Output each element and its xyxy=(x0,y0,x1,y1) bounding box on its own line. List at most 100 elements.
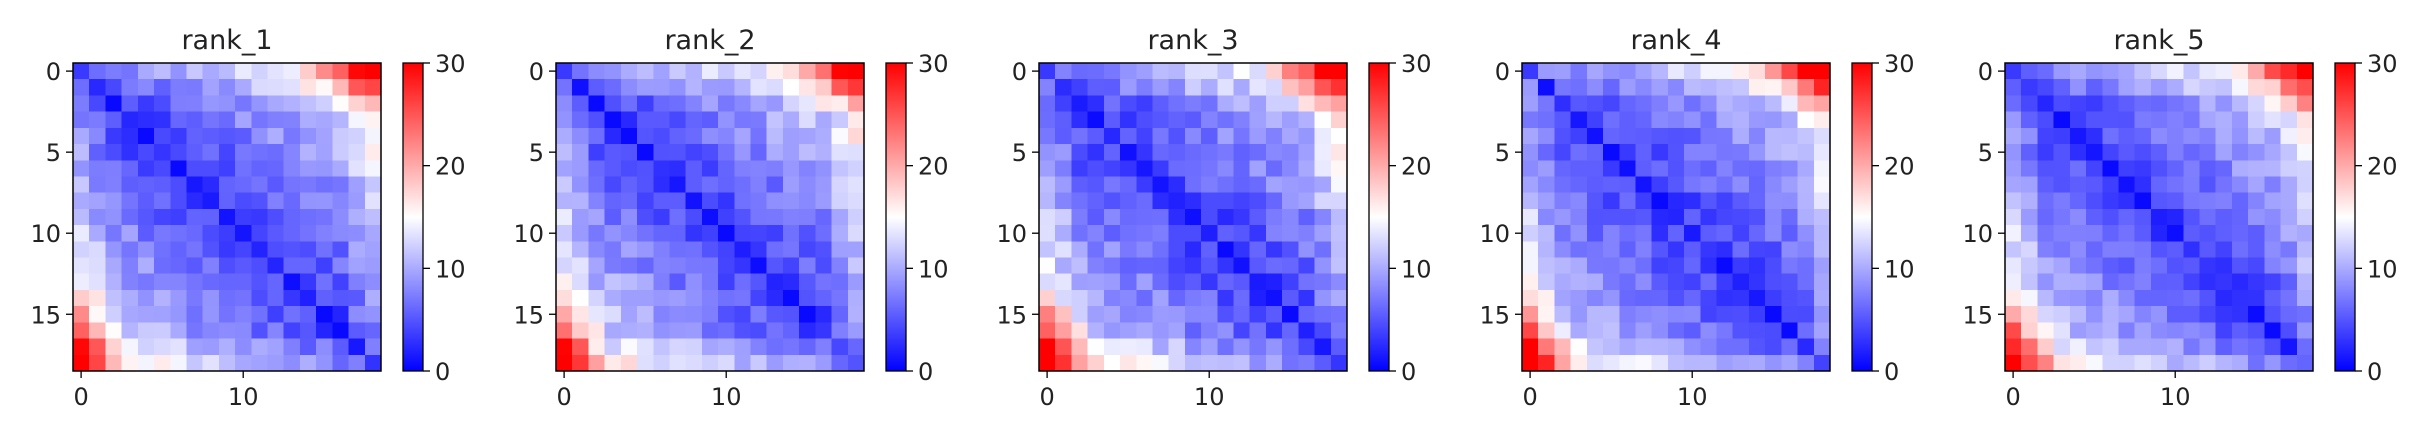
heatmap-cell xyxy=(105,257,123,275)
heatmap-cell xyxy=(1570,144,1588,161)
heatmap-cell xyxy=(718,322,735,340)
heatmap-cell xyxy=(831,95,849,113)
heatmap-cell xyxy=(186,257,204,275)
heatmap-cell xyxy=(556,192,573,210)
heatmap-cell xyxy=(2150,289,2168,307)
heatmap-cell xyxy=(1152,241,1170,259)
heatmap-cell xyxy=(1554,306,1572,323)
heatmap-cell xyxy=(815,241,833,259)
heatmap-cell xyxy=(1781,127,1799,145)
heatmap-cell xyxy=(1136,144,1154,161)
heatmap-cell xyxy=(283,338,301,356)
heatmap-cell xyxy=(2231,79,2249,97)
heatmap-cell xyxy=(348,338,366,356)
heatmap-cell xyxy=(332,160,350,178)
heatmap-cell xyxy=(2102,111,2120,129)
heatmap-cell xyxy=(235,273,252,291)
heatmap-cell xyxy=(734,257,752,275)
heatmap-cell xyxy=(1716,257,1734,275)
heatmap-cell xyxy=(283,192,301,210)
heatmap-cell xyxy=(73,160,90,178)
heatmap-cell xyxy=(831,225,849,242)
heatmap-cell xyxy=(1103,306,1121,323)
heatmap-cell xyxy=(766,144,784,161)
heatmap-cell xyxy=(1168,79,1186,97)
heatmap-cell xyxy=(1700,289,1718,307)
heatmap-cell xyxy=(620,95,638,113)
heatmap-cell xyxy=(332,306,350,323)
heatmap-cell xyxy=(1797,79,1815,97)
heatmap-cell xyxy=(283,63,301,80)
heatmap-cell xyxy=(1282,208,1299,226)
heatmap-cell xyxy=(2215,208,2233,226)
heatmap-cell xyxy=(831,176,849,194)
heatmap-cell xyxy=(186,127,204,145)
heatmap-cell xyxy=(170,95,188,113)
heatmap-cell xyxy=(1184,79,1202,97)
heatmap-cell xyxy=(2069,273,2087,291)
heatmap-cell xyxy=(170,257,188,275)
heatmap-cell xyxy=(137,225,155,242)
heatmap-cell xyxy=(218,63,236,80)
heatmap-cell xyxy=(2021,338,2039,356)
heatmap-cell xyxy=(620,127,638,145)
heatmap-cell xyxy=(1684,273,1701,291)
heatmap-cell xyxy=(1103,338,1121,356)
heatmap-cell xyxy=(831,63,849,80)
heatmap-cell xyxy=(121,354,139,372)
heatmap-cell xyxy=(2021,63,2039,80)
heatmap-cell xyxy=(799,63,816,80)
heatmap-cell xyxy=(2296,241,2314,259)
heatmap-cell xyxy=(2296,95,2314,113)
heatmap-cell xyxy=(2118,111,2136,129)
heatmap-cell xyxy=(170,176,188,194)
heatmap-cell xyxy=(73,144,90,161)
heatmap-cell xyxy=(1103,176,1121,194)
heatmap-cell xyxy=(1570,79,1588,97)
heatmap-cell xyxy=(799,273,816,291)
heatmap-cell xyxy=(121,338,139,356)
heatmap-cell xyxy=(718,144,735,161)
heatmap-cell xyxy=(653,273,671,291)
heatmap-cell xyxy=(1055,354,1073,372)
heatmap-cell xyxy=(1716,111,1734,129)
heatmap-cell xyxy=(1168,127,1186,145)
heatmap-cell xyxy=(2102,225,2120,242)
heatmap-cell xyxy=(1298,63,1316,80)
heatmap-cell xyxy=(2118,208,2136,226)
heatmap-cell xyxy=(1217,273,1235,291)
heatmap-cell xyxy=(750,241,768,259)
heatmap-cell xyxy=(154,322,171,340)
heatmap-cell xyxy=(1249,63,1267,80)
heatmap-cell xyxy=(2167,192,2184,210)
heatmap-cell xyxy=(1554,160,1572,178)
heatmap-cell xyxy=(1781,273,1799,291)
heatmap-cell xyxy=(588,160,606,178)
heatmap-cell xyxy=(1055,225,1073,242)
y-tick-label: 10 xyxy=(1962,220,1993,248)
heatmap-cell xyxy=(653,127,671,145)
heatmap-cell xyxy=(364,338,382,356)
heatmap-cell xyxy=(1732,111,1750,129)
heatmap-cell xyxy=(299,144,317,161)
heatmap-cell xyxy=(1217,95,1235,113)
heatmap-cell xyxy=(1249,111,1267,129)
heatmap-cell xyxy=(1522,176,1539,194)
heatmap-cell xyxy=(782,111,800,129)
heatmap-cell xyxy=(1635,95,1653,113)
heatmap-cell xyxy=(685,322,703,340)
heatmap-cell xyxy=(267,176,285,194)
heatmap-cell xyxy=(1217,208,1235,226)
heatmap-cell xyxy=(1619,127,1637,145)
heatmap-cell xyxy=(1136,338,1154,356)
heatmap-cell xyxy=(89,225,107,242)
heatmap-cell xyxy=(202,144,220,161)
heatmap-cell xyxy=(2264,338,2282,356)
heatmap-cell xyxy=(1651,111,1669,129)
heatmap-cell xyxy=(1570,63,1588,80)
heatmap-cell xyxy=(137,160,155,178)
heatmap-cell xyxy=(1201,160,1218,178)
heatmap-cell xyxy=(283,273,301,291)
heatmap-cell xyxy=(1330,111,1348,129)
heatmap-cell xyxy=(316,273,333,291)
